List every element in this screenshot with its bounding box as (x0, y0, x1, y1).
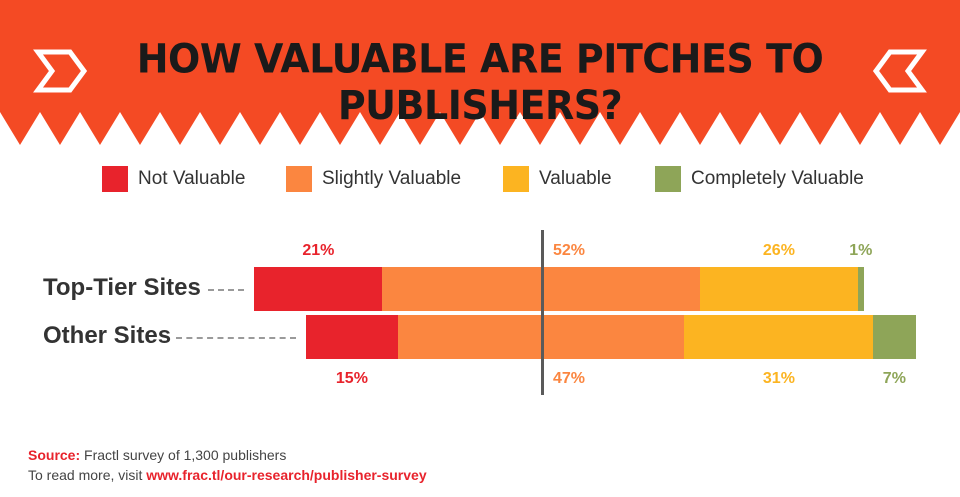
bar-segment-completely-valuable (873, 315, 917, 359)
title-banner: HOW VALUABLE ARE PITCHES TO PUBLISHERS? (0, 0, 960, 148)
row-label: Other Sites (43, 322, 172, 349)
legend-label: Completely Valuable (691, 168, 864, 189)
chart-title: HOW VALUABLE ARE PITCHES TO PUBLISHERS? (136, 35, 824, 129)
survey-link[interactable]: www.frac.tl/our-research/publisher-surve… (146, 467, 427, 483)
data-label: 21% (302, 242, 335, 259)
banner-background (0, 0, 960, 145)
legend-label: Valuable (539, 168, 612, 189)
legend-swatch (102, 166, 128, 192)
chevron-left-icon (33, 49, 88, 93)
bar-segment-slightly-valuable (397, 315, 685, 359)
bar-segment-not-valuable (306, 315, 398, 359)
source-label: Source: (28, 447, 81, 463)
source-text: Fractl survey of 1,300 publishers (84, 447, 287, 463)
leader-line (176, 337, 297, 339)
data-label: 15% (335, 370, 368, 387)
leader-line (208, 289, 245, 291)
bar-segment-valuable (699, 267, 859, 311)
legend-swatch (503, 166, 529, 192)
center-axis-line (541, 230, 544, 395)
legend-item-slightly-valuable: Slightly Valuable (286, 162, 461, 196)
bar-segment-completely-valuable (858, 267, 865, 311)
legend-label: Slightly Valuable (322, 168, 462, 189)
bar-segment-slightly-valuable (382, 267, 700, 311)
data-label: 1% (849, 242, 873, 259)
chevron-right-icon (872, 49, 927, 93)
legend-item-not-valuable: Not Valuable (102, 162, 245, 196)
data-label: 47% (553, 370, 586, 387)
legend-item-valuable: Valuable (503, 162, 612, 196)
legend-swatch (655, 166, 681, 192)
read-more-text: To read more, visit (28, 467, 143, 483)
data-label: 31% (762, 370, 795, 387)
bar-segment-not-valuable (254, 267, 383, 311)
legend-swatch (286, 166, 312, 192)
legend-item-completely-valuable: Completely Valuable (655, 162, 864, 196)
data-label: 52% (553, 242, 586, 259)
row-label: Top-Tier Sites (43, 274, 201, 301)
legend-label: Not Valuable (138, 168, 246, 189)
legend: Not Valuable Slightly Valuable Valuable … (0, 162, 960, 196)
source-note: Source: Fractl survey of 1,300 publisher… (28, 445, 427, 485)
data-label: 7% (882, 370, 906, 387)
bar-segment-valuable (684, 315, 874, 359)
data-label: 26% (762, 242, 795, 259)
